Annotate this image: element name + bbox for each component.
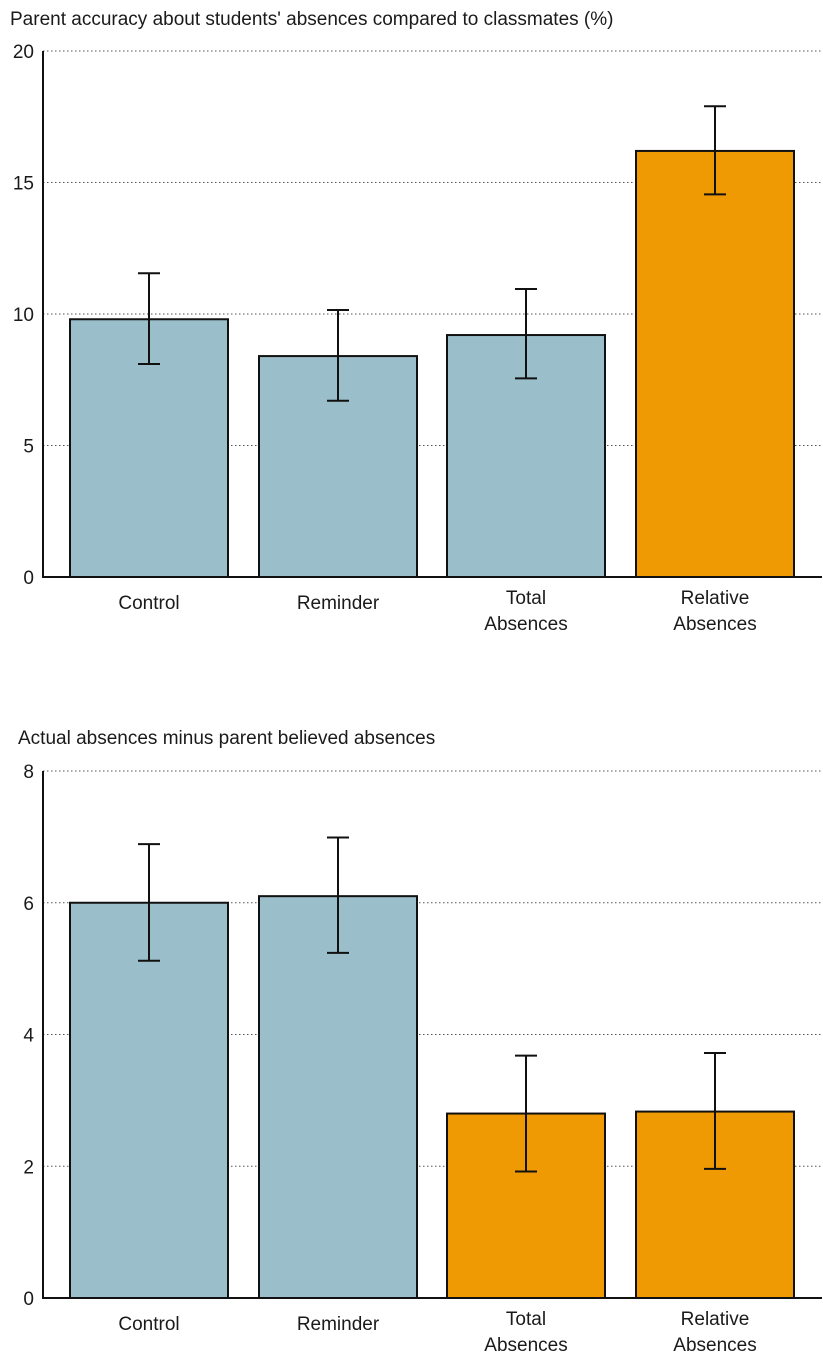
- y-tick-label: 15: [13, 174, 34, 195]
- x-tick-label: Control: [118, 1314, 179, 1335]
- y-tick-label: 5: [23, 437, 34, 458]
- x-tick-label: Absences: [673, 614, 756, 635]
- bar-1-1: [258, 895, 418, 1299]
- x-tick-label: Reminder: [297, 1314, 380, 1335]
- chart-title: Actual absences minus parent believed ab…: [18, 728, 435, 749]
- bar-0-3: [635, 149, 795, 578]
- y-tick-label: 0: [23, 1289, 34, 1310]
- x-tick-label: Absences: [484, 614, 567, 635]
- bar-1-0: [69, 901, 229, 1299]
- x-tick-label: Relative: [681, 1309, 750, 1330]
- chart-absence-difference: Actual absences minus parent believed ab…: [18, 728, 822, 1356]
- y-tick-label: 0: [23, 568, 34, 589]
- x-tick-label: Total: [506, 588, 546, 609]
- x-tick-label: Total: [506, 1309, 546, 1330]
- y-tick-label: 20: [13, 42, 34, 63]
- x-tick-label: Reminder: [297, 593, 380, 614]
- x-tick-label: Relative: [681, 588, 750, 609]
- x-tick-label: Control: [118, 593, 179, 614]
- y-tick-label: 8: [23, 762, 34, 783]
- y-tick-label: 2: [23, 1157, 34, 1178]
- chart-absence-accuracy: Parent accuracy about students' absences…: [10, 9, 822, 635]
- x-tick-label: Absences: [673, 1335, 756, 1356]
- y-tick-label: 4: [23, 1026, 34, 1047]
- y-tick-label: 10: [13, 305, 34, 326]
- chart-title: Parent accuracy about students' absences…: [10, 9, 613, 30]
- y-tick-label: 6: [23, 894, 34, 915]
- x-tick-label: Absences: [484, 1335, 567, 1356]
